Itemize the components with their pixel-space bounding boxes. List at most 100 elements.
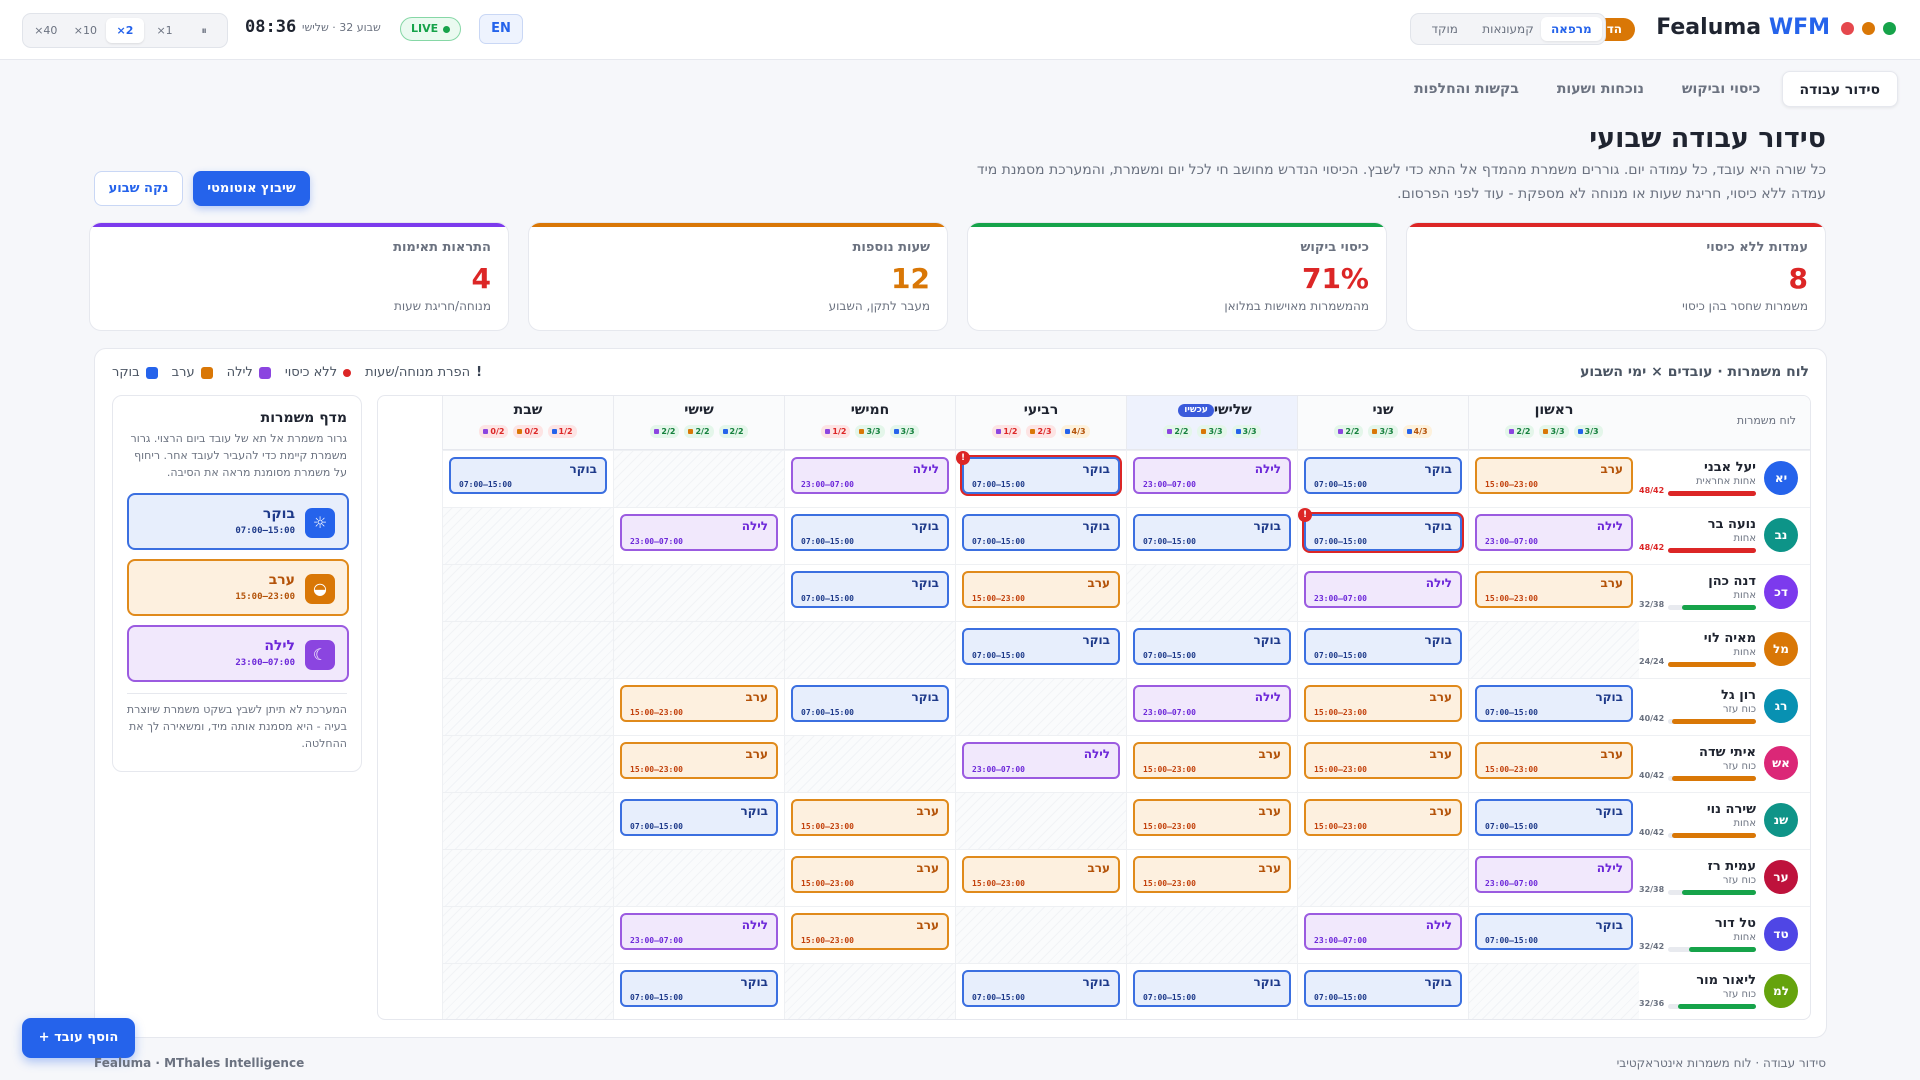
shift-chip-evening[interactable]: ערב 15:00–23:00 — [1304, 685, 1462, 722]
schedule-cell[interactable] — [613, 621, 784, 678]
shift-chip-morning[interactable]: בוקר 07:00–15:00 — [620, 970, 778, 1007]
shift-chip-evening[interactable]: ערב 15:00–23:00 — [1475, 571, 1633, 608]
employee-row-header[interactable]: יא יעל אבני אחות אחראית 48/42 — [1639, 450, 1810, 507]
schedule-cell[interactable] — [442, 507, 613, 564]
shift-chip-evening[interactable]: ערב 15:00–23:00 — [1304, 742, 1462, 779]
shift-chip-morning[interactable]: בוקר 07:00–15:00! — [1298, 508, 1462, 551]
shift-chip-night[interactable]: לילה 23:00–07:00 — [1475, 514, 1633, 551]
mode-option-2[interactable]: מוקד — [1431, 22, 1458, 36]
schedule-cell[interactable]: ערב 15:00–23:00 — [1468, 735, 1639, 792]
shift-chip-morning[interactable]: בוקר 07:00–15:00 — [1475, 913, 1633, 950]
schedule-cell[interactable] — [442, 621, 613, 678]
schedule-cell[interactable] — [442, 735, 613, 792]
shift-chip-morning[interactable]: בוקר 07:00–15:00 — [1133, 628, 1291, 665]
shift-chip-evening[interactable]: ערב 15:00–23:00 — [620, 685, 778, 722]
tab-2[interactable]: נוכחות ושעות — [1556, 81, 1644, 97]
schedule-cell[interactable]: ערב 15:00–23:00 — [1126, 849, 1297, 906]
schedule-cell[interactable] — [442, 564, 613, 621]
shift-chip-evening[interactable]: ערב 15:00–23:00 — [1475, 742, 1633, 779]
schedule-cell[interactable]: בוקר 07:00–15:00 — [955, 507, 1126, 564]
shift-chip-morning[interactable]: בוקר 07:00–15:00 — [962, 514, 1120, 551]
schedule-cell[interactable]: בוקר 07:00–15:00 — [442, 450, 613, 507]
shift-chip-night[interactable]: לילה 23:00–07:00 — [1133, 457, 1291, 494]
schedule-cell[interactable]: בוקר 07:00–15:00! — [955, 450, 1126, 507]
schedule-cell[interactable]: בוקר 07:00–15:00 — [1468, 792, 1639, 849]
schedule-cell[interactable]: בוקר 07:00–15:00 — [1468, 906, 1639, 963]
shift-chip-morning[interactable]: בוקר 07:00–15:00 — [791, 685, 949, 722]
schedule-cell[interactable]: לילה 23:00–07:00 — [613, 906, 784, 963]
tab-3[interactable]: בקשות והחלפות — [1414, 81, 1519, 97]
shift-chip-morning[interactable]: בוקר 07:00–15:00 — [791, 514, 949, 551]
schedule-cell[interactable]: ערב 15:00–23:00 — [784, 792, 955, 849]
schedule-cell[interactable]: ערב 15:00–23:00 — [1297, 678, 1468, 735]
schedule-cell[interactable]: ערב 15:00–23:00 — [613, 735, 784, 792]
schedule-cell[interactable]: לילה 23:00–07:00 — [1468, 507, 1639, 564]
minimize-window-dot[interactable] — [1862, 22, 1875, 35]
schedule-cell[interactable]: בוקר 07:00–15:00 — [1297, 450, 1468, 507]
speed-option-3[interactable]: ×10 — [73, 24, 97, 37]
schedule-cell[interactable]: בוקר 07:00–15:00 — [1297, 621, 1468, 678]
schedule-cell[interactable]: לילה 23:00–07:00 — [784, 450, 955, 507]
speed-option-4[interactable]: ×40 — [34, 24, 58, 37]
employee-row-header[interactable]: אש איתי שדה כוח עזר 40/42 — [1639, 735, 1810, 792]
schedule-cell[interactable]: ערב 15:00–23:00 — [1297, 735, 1468, 792]
mode-option-1[interactable]: קמעונאות — [1482, 22, 1534, 36]
schedule-cell[interactable] — [955, 678, 1126, 735]
schedule-cell[interactable]: בוקר 07:00–15:00 — [1126, 621, 1297, 678]
schedule-cell[interactable]: בוקר 07:00–15:00 — [613, 963, 784, 1019]
shift-chip-night[interactable]: לילה 23:00–07:00 — [1475, 856, 1633, 893]
shift-chip-evening[interactable]: ערב 15:00–23:00 — [791, 799, 949, 836]
schedule-cell[interactable]: ערב 15:00–23:00 — [613, 678, 784, 735]
schedule-cell[interactable]: בוקר 07:00–15:00 — [784, 678, 955, 735]
speed-option-1[interactable]: ×1 — [156, 24, 173, 37]
shift-chip-night[interactable]: לילה 23:00–07:00 — [620, 913, 778, 950]
schedule-cell[interactable]: בוקר 07:00–15:00 — [613, 792, 784, 849]
schedule-cell[interactable]: בוקר 07:00–15:00! — [1297, 507, 1468, 564]
add-employee-button[interactable]: + הוסף עובד — [22, 1018, 135, 1058]
schedule-cell[interactable]: בוקר 07:00–15:00 — [955, 963, 1126, 1019]
shift-chip-night[interactable]: לילה 23:00–07:00 — [791, 457, 949, 494]
schedule-cell[interactable] — [784, 963, 955, 1019]
schedule-cell[interactable] — [442, 906, 613, 963]
shift-chip-evening[interactable]: ערב 15:00–23:00 — [962, 856, 1120, 893]
shift-chip-night[interactable]: לילה 23:00–07:00 — [1304, 913, 1462, 950]
shift-chip-evening[interactable]: ערב 15:00–23:00 — [1304, 799, 1462, 836]
schedule-cell[interactable]: לילה 23:00–07:00 — [613, 507, 784, 564]
schedule-cell[interactable] — [442, 849, 613, 906]
speed-option-2[interactable]: ×2 — [106, 18, 144, 43]
schedule-cell[interactable] — [613, 849, 784, 906]
shift-chip-morning[interactable]: בוקר 07:00–15:00 — [962, 970, 1120, 1007]
shift-chip-morning[interactable]: בוקר 07:00–15:00 — [1304, 970, 1462, 1007]
close-window-dot[interactable] — [1841, 22, 1854, 35]
schedule-cell[interactable] — [955, 906, 1126, 963]
schedule-cell[interactable]: בוקר 07:00–15:00 — [1126, 963, 1297, 1019]
employee-row-header[interactable]: למ ליאור מור כוח עזר 32/36 — [1639, 963, 1810, 1019]
schedule-cell[interactable]: לילה 23:00–07:00 — [955, 735, 1126, 792]
palette-card-morning[interactable]: ☼ בוקר 07:00–15:00 — [127, 493, 349, 550]
schedule-cell[interactable]: בוקר 07:00–15:00 — [1468, 678, 1639, 735]
pause-button[interactable]: ⏸ — [201, 24, 207, 37]
schedule-cell[interactable]: בוקר 07:00–15:00 — [784, 564, 955, 621]
schedule-cell[interactable] — [955, 792, 1126, 849]
schedule-cell[interactable] — [442, 963, 613, 1019]
mode-option-0[interactable]: מרפאה — [1540, 17, 1602, 41]
shift-chip-night[interactable]: לילה 23:00–07:00 — [1133, 685, 1291, 722]
schedule-cell[interactable]: לילה 23:00–07:00 — [1126, 450, 1297, 507]
schedule-cell[interactable]: לילה 23:00–07:00 — [1468, 849, 1639, 906]
shift-chip-morning[interactable]: בוקר 07:00–15:00! — [956, 451, 1120, 494]
palette-card-evening[interactable]: ◒ ערב 15:00–23:00 — [127, 559, 349, 616]
schedule-cell[interactable]: ערב 15:00–23:00 — [784, 849, 955, 906]
shift-chip-evening[interactable]: ערב 15:00–23:00 — [1133, 856, 1291, 893]
shift-chip-morning[interactable]: בוקר 07:00–15:00 — [791, 571, 949, 608]
shift-chip-night[interactable]: לילה 23:00–07:00 — [1304, 571, 1462, 608]
shift-chip-night[interactable]: לילה 23:00–07:00 — [962, 742, 1120, 779]
schedule-cell[interactable]: ערב 15:00–23:00 — [1468, 564, 1639, 621]
schedule-cell[interactable] — [442, 792, 613, 849]
schedule-cell[interactable] — [442, 678, 613, 735]
palette-card-night[interactable]: ☾ לילה 23:00–07:00 — [127, 625, 349, 682]
schedule-cell[interactable]: ערב 15:00–23:00 — [1126, 735, 1297, 792]
schedule-cell[interactable] — [613, 450, 784, 507]
schedule-cell[interactable]: בוקר 07:00–15:00 — [1126, 507, 1297, 564]
tab-0[interactable]: סידור עבודה — [1781, 71, 1898, 107]
schedule-cell[interactable]: לילה 23:00–07:00 — [1126, 678, 1297, 735]
